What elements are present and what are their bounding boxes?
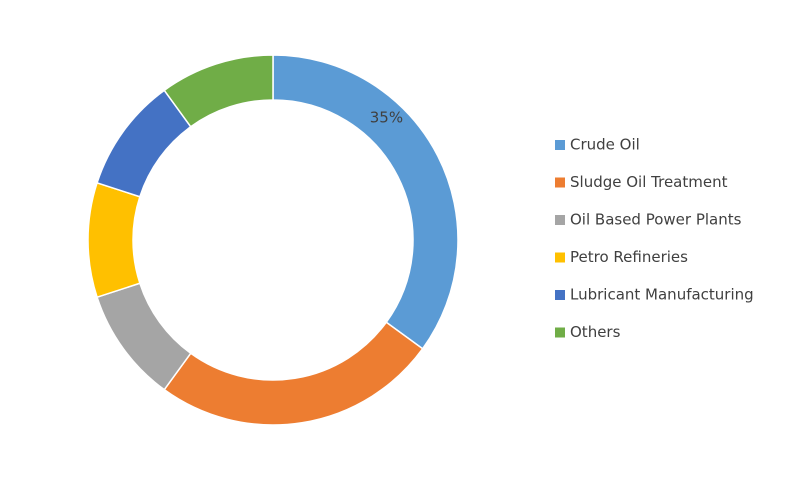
legend-swatch bbox=[555, 290, 565, 300]
legend-label: Sludge Oil Treatment bbox=[570, 173, 728, 191]
legend-label: Crude Oil bbox=[570, 136, 640, 154]
legend-label: Oil Based Power Plants bbox=[570, 211, 742, 229]
donut-slice bbox=[87, 181, 141, 299]
legend-swatch bbox=[555, 252, 565, 263]
legend-label: Others bbox=[570, 323, 621, 341]
donut-slice bbox=[163, 321, 424, 426]
legend-swatch bbox=[555, 140, 565, 150]
legend-label: Petro Refineries bbox=[570, 248, 688, 266]
legend-swatch bbox=[555, 177, 565, 188]
donut-slice bbox=[163, 54, 274, 128]
data-label: 35% bbox=[370, 109, 403, 127]
legend-label: Lubricant Manufacturing bbox=[570, 286, 754, 304]
donut-slice bbox=[96, 282, 192, 391]
donut-slice bbox=[272, 54, 459, 350]
legend-swatch bbox=[555, 327, 565, 338]
legend-swatch bbox=[555, 215, 565, 225]
